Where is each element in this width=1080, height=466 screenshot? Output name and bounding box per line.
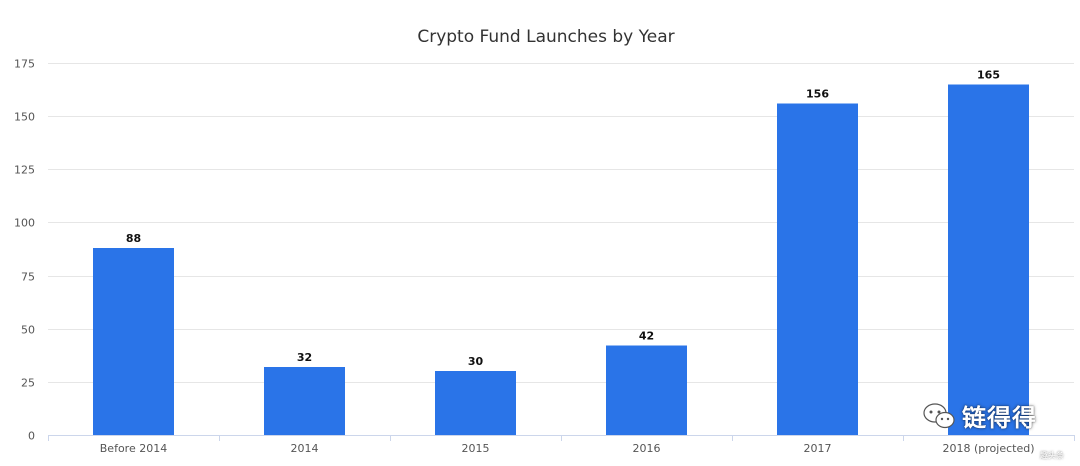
bar	[948, 84, 1029, 435]
wechat-icon	[922, 401, 956, 431]
data-label: 88	[126, 232, 141, 245]
x-tick-label: Before 2014	[100, 442, 167, 455]
bar	[264, 366, 345, 435]
watermark-small-text: 趣头条	[1040, 451, 1064, 460]
data-label: 165	[977, 68, 1000, 81]
y-tick-label: 125	[14, 164, 35, 177]
data-labels: 88 32 30 42 156 165	[126, 68, 1000, 368]
y-tick-label: 150	[14, 111, 35, 124]
x-tick-label: 2017	[804, 442, 832, 455]
data-label: 30	[468, 355, 484, 368]
bar	[606, 345, 687, 435]
x-tick-label: 2014	[291, 442, 319, 455]
watermark-text: 链得得	[962, 404, 1037, 432]
bar	[435, 371, 516, 435]
data-label: 32	[297, 351, 312, 364]
x-tick-label: 2015	[462, 442, 490, 455]
y-tick-label: 25	[21, 377, 35, 390]
bar	[777, 103, 858, 435]
bar	[93, 247, 174, 435]
y-tick-label: 50	[21, 324, 35, 337]
grid-lines	[48, 63, 1074, 436]
y-tick-label: 100	[14, 217, 35, 230]
x-axis-ticks: Before 2014 2014 2015 2016 2017 2018 (project…	[48, 435, 1075, 455]
watermark: 链得得	[922, 398, 1037, 433]
data-label: 42	[639, 330, 654, 343]
data-label: 156	[806, 87, 829, 100]
bars	[93, 84, 1029, 435]
chart-title: Crypto Fund Launches by Year	[417, 27, 674, 47]
y-tick-label: 175	[14, 58, 35, 71]
x-tick-label: 2016	[633, 442, 661, 455]
y-tick-label: 75	[21, 271, 35, 284]
x-tick-label: 2018 (projected)	[942, 442, 1034, 455]
y-axis-ticks: 0 25 50 75 100 125 150 175	[14, 58, 35, 443]
y-tick-label: 0	[28, 430, 35, 443]
